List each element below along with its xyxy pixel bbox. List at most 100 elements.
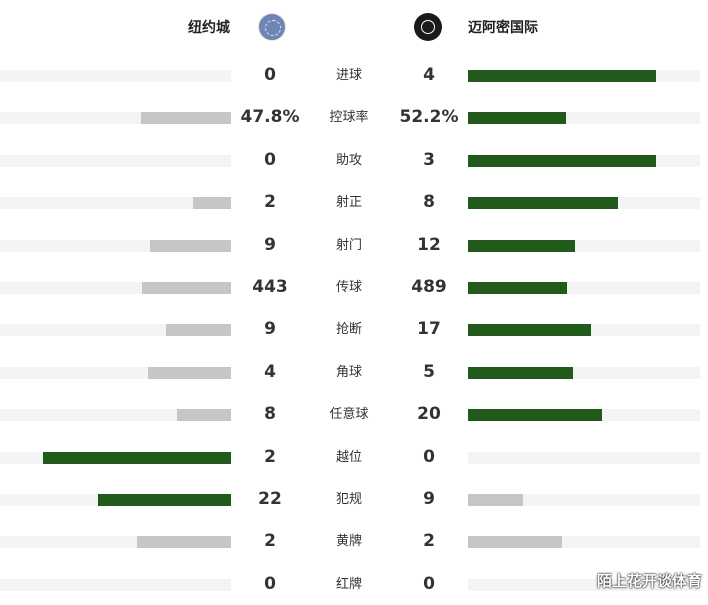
stat-row: 8 任意球 20 xyxy=(0,393,708,435)
away-bar xyxy=(468,409,602,422)
away-bar-track xyxy=(468,197,700,210)
stat-label: 任意球 xyxy=(329,407,369,423)
home-bar-track xyxy=(0,70,231,82)
home-bar xyxy=(137,536,231,549)
home-bar xyxy=(166,324,231,337)
home-bar-track xyxy=(0,578,231,591)
stat-label: 犯规 xyxy=(335,491,362,507)
home-value: 22 xyxy=(258,488,282,509)
stat-label: 角球 xyxy=(335,364,362,380)
stat-row: 0 进球 4 xyxy=(0,54,708,96)
home-value: 0 xyxy=(264,573,276,594)
home-bar xyxy=(141,112,231,125)
stat-label: 传球 xyxy=(335,279,362,295)
stat-row: 2 黄牌 2 xyxy=(0,520,708,562)
home-bar-track xyxy=(0,154,231,167)
home-bar xyxy=(177,409,231,422)
home-value: 443 xyxy=(252,276,288,297)
nycfc-crest-icon[interactable] xyxy=(258,13,286,41)
stat-row: 4 角球 5 xyxy=(0,351,708,393)
home-bar xyxy=(142,281,231,294)
stat-label: 抢断 xyxy=(335,322,362,338)
away-bar xyxy=(468,112,566,125)
stat-row: 443 传球 489 xyxy=(0,266,708,308)
home-bar-track xyxy=(0,409,231,422)
away-value: 52.2% xyxy=(399,107,459,128)
away-value: 2 xyxy=(423,531,435,552)
stat-label: 射门 xyxy=(335,237,362,253)
away-value: 5 xyxy=(423,361,435,382)
stat-label: 助攻 xyxy=(335,152,362,168)
away-value: 20 xyxy=(417,404,441,425)
home-bar xyxy=(150,239,231,252)
away-bar-track xyxy=(468,112,700,125)
home-bar xyxy=(98,493,231,506)
home-bar-track xyxy=(0,366,231,379)
away-bar-track xyxy=(468,154,700,167)
away-value: 8 xyxy=(423,192,435,213)
stat-label: 射正 xyxy=(335,195,362,211)
away-bar xyxy=(468,324,591,337)
stats-table: 0 进球 4 47.8% 控球率 52.2% 0 助攻 3 2 射正 8 9 射门 12 443 传球 489 9 抢… xyxy=(0,54,708,605)
away-bar-track xyxy=(468,578,700,591)
home-team-name[interactable]: 纽约城 xyxy=(188,20,230,36)
away-bar-track xyxy=(468,281,700,294)
home-bar-track xyxy=(0,324,231,337)
away-bar xyxy=(468,366,573,379)
away-bar-track xyxy=(468,409,700,422)
match-header: 纽约城 迈阿密国际 xyxy=(0,0,708,56)
stat-row: 0 助攻 3 xyxy=(0,139,708,181)
away-bar-track xyxy=(468,536,700,549)
stat-label: 黄牌 xyxy=(335,534,362,550)
home-value: 2 xyxy=(264,192,276,213)
stat-row: 0 红牌 0 xyxy=(0,563,708,605)
home-bar xyxy=(148,366,231,379)
away-value: 4 xyxy=(423,65,435,85)
home-bar xyxy=(193,197,231,210)
away-value: 9 xyxy=(423,488,435,509)
away-value: 17 xyxy=(417,319,441,340)
home-value: 0 xyxy=(264,65,276,85)
home-value: 8 xyxy=(264,404,276,425)
away-bar xyxy=(468,536,562,549)
stat-row: 2 越位 0 xyxy=(0,436,708,478)
home-bar-track xyxy=(0,493,231,506)
stat-label: 越位 xyxy=(335,449,362,465)
home-value: 47.8% xyxy=(240,107,300,128)
stat-row: 47.8% 控球率 52.2% xyxy=(0,96,708,138)
away-bar-track xyxy=(468,324,700,337)
stat-row: 9 抢断 17 xyxy=(0,308,708,350)
away-bar-track xyxy=(468,239,700,252)
home-value: 4 xyxy=(264,361,276,382)
away-bar xyxy=(468,493,523,506)
inter-miami-crest-icon[interactable] xyxy=(414,13,442,41)
home-bar-track xyxy=(0,239,231,252)
home-bar-track xyxy=(0,451,231,464)
away-value: 12 xyxy=(417,234,441,255)
home-bar-track xyxy=(0,536,231,549)
away-bar xyxy=(468,70,656,82)
home-bar-track xyxy=(0,112,231,125)
home-value: 9 xyxy=(264,234,276,255)
stat-row: 22 犯规 9 xyxy=(0,478,708,520)
watermark-text: 陌上花开谈体育 xyxy=(596,572,702,590)
stat-row: 2 射正 8 xyxy=(0,181,708,223)
home-bar xyxy=(43,451,231,464)
away-bar xyxy=(468,197,618,210)
away-bar-track xyxy=(468,493,700,506)
stat-label: 控球率 xyxy=(329,110,369,126)
away-value: 489 xyxy=(411,276,447,297)
home-value: 0 xyxy=(264,149,276,170)
stat-label: 红牌 xyxy=(335,576,362,592)
away-bar-track xyxy=(468,366,700,379)
away-bar-track xyxy=(468,451,700,464)
stat-label: 进球 xyxy=(335,68,362,83)
home-bar-track xyxy=(0,197,231,210)
away-bar-track xyxy=(468,70,700,82)
home-value: 9 xyxy=(264,319,276,340)
away-value: 0 xyxy=(423,446,435,467)
home-value: 2 xyxy=(264,446,276,467)
away-value: 3 xyxy=(423,149,435,170)
away-team-name[interactable]: 迈阿密国际 xyxy=(468,20,538,36)
home-value: 2 xyxy=(264,531,276,552)
